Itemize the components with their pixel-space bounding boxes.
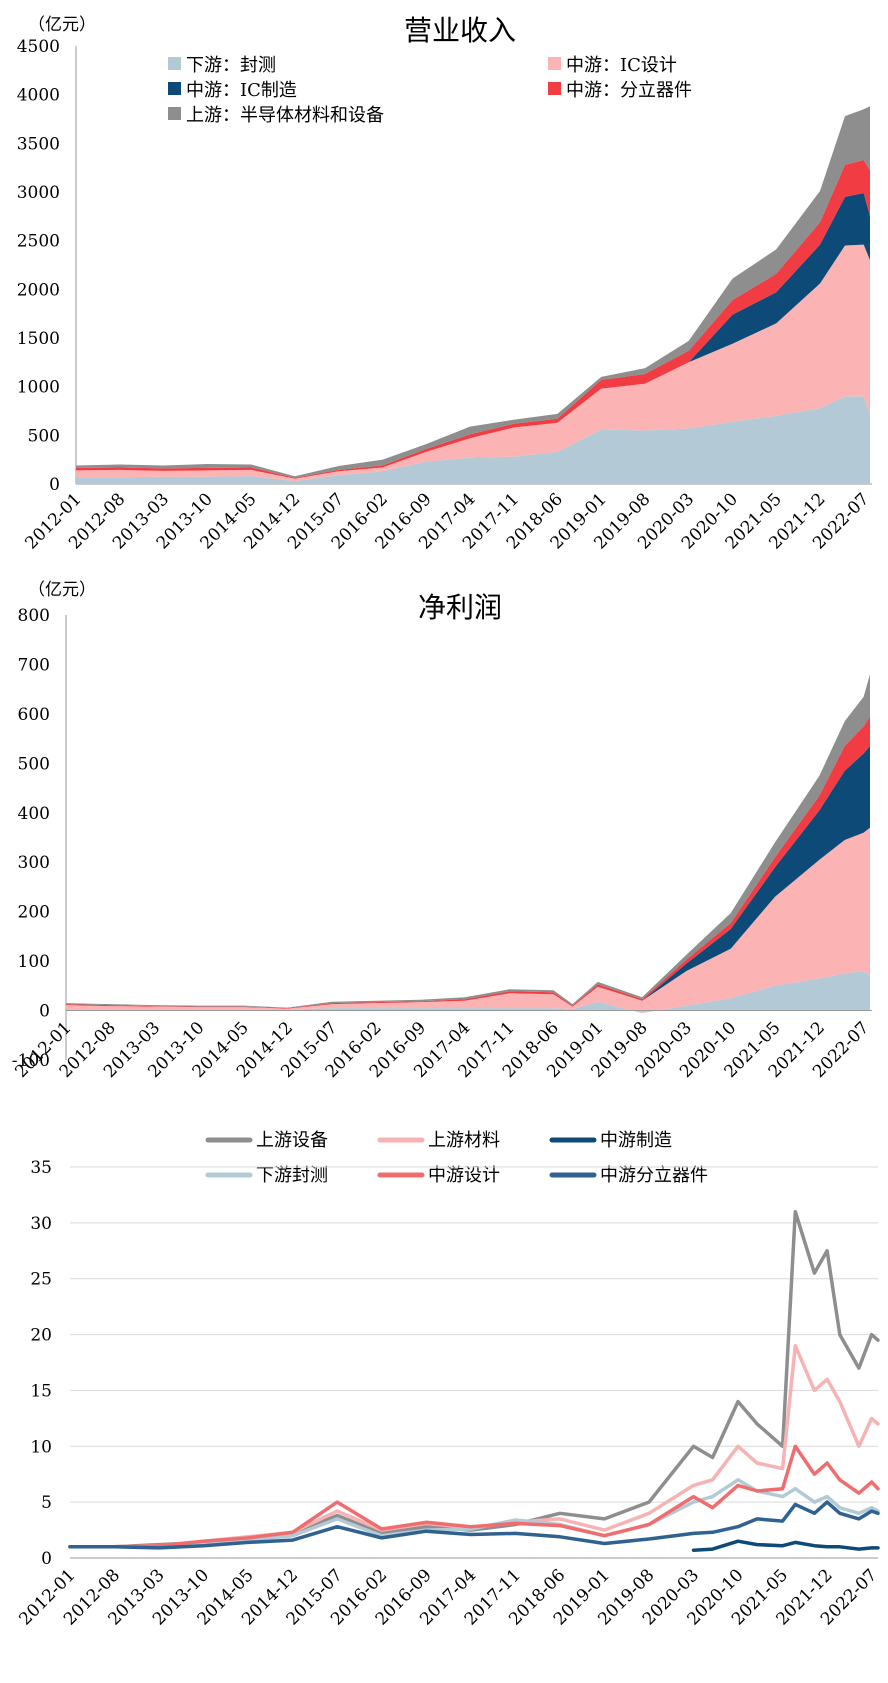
legend-label: 中游：IC制造 — [186, 80, 297, 101]
index-y-tick-label: 20 — [30, 1326, 52, 1346]
revenue-y-tick-label: 1000 — [17, 378, 60, 398]
legend-label: 上游设备 — [256, 1130, 328, 1151]
revenue-y-tick-label: 0 — [49, 475, 60, 495]
legend-item-midstream-design[interactable]: 中游设计 — [377, 1165, 500, 1186]
index-y-tick-label: 25 — [30, 1270, 52, 1290]
legend-label: 中游分立器件 — [600, 1165, 708, 1186]
legend-item-upstream-materials[interactable]: 上游材料 — [377, 1130, 500, 1151]
legend-label: 中游：分立器件 — [566, 80, 692, 101]
index-series-line-5 — [68, 1500, 880, 1550]
index-y-tick-label: 35 — [30, 1158, 52, 1178]
revenue-legend: 下游：封测 中游：IC设计 中游：IC制造 中游：分立器件 上游：半导体材料和设… — [168, 55, 692, 126]
profit-y-tick-label: 600 — [18, 705, 50, 725]
revenue-y-tick-label: 4500 — [17, 37, 60, 57]
legend-label: 上游：半导体材料和设备 — [186, 105, 384, 126]
legend-item-fengce[interactable]: 下游：封测 — [168, 55, 276, 76]
profit-y-tick-label: -100 — [12, 1051, 50, 1071]
legend-label: 中游设计 — [428, 1165, 500, 1186]
revenue-chart: （亿元） 营业收入 4500 4000 3500 3000 2500 2000 1500 10… — [17, 14, 874, 553]
index-y-tick-label: 10 — [30, 1437, 52, 1457]
index-y-tick-label: 30 — [30, 1214, 52, 1234]
revenue-y-tick-label: 3500 — [17, 134, 60, 154]
legend-item-downstream-packaging[interactable]: 下游封测 — [205, 1165, 328, 1186]
index-series-line-2 — [691, 1539, 880, 1552]
profit-chart-title: 净利润 — [418, 591, 502, 624]
profit-y-tick-label: 700 — [18, 655, 50, 675]
legend-item-materials-equipment[interactable]: 上游：半导体材料和设备 — [168, 105, 384, 126]
revenue-y-tick-label: 1500 — [17, 329, 60, 349]
revenue-y-tick-label: 500 — [28, 426, 60, 446]
revenue-y-tick-label: 2000 — [17, 280, 60, 300]
revenue-chart-panel: （亿元） 营业收入 4500 4000 3500 3000 2500 2000 1500 10… — [0, 0, 888, 560]
legend-item-ic-design[interactable]: 中游：IC设计 — [548, 55, 677, 76]
revenue-y-tick-label: 4000 — [17, 86, 60, 106]
index-series-line-4 — [68, 1444, 880, 1549]
legend-item-midstream-discrete[interactable]: 中游分立器件 — [549, 1165, 708, 1186]
profit-y-tick-label: 0 — [39, 1002, 50, 1022]
index-series-line-0 — [68, 1209, 880, 1549]
legend-item-ic-manufacturing[interactable]: 中游：IC制造 — [168, 80, 297, 101]
revenue-y-tick-label: 2500 — [17, 232, 60, 252]
index-y-tick-label: 15 — [30, 1381, 52, 1401]
legend-label: 中游：IC设计 — [566, 55, 677, 76]
profit-chart-panel: （亿元） 净利润 800 700 600 500 400 300 200 100 0 -100 2… — [0, 570, 888, 1110]
legend-label: 中游制造 — [600, 1130, 672, 1151]
revenue-unit-label: （亿元） — [28, 15, 96, 35]
revenue-y-tick-label: 3000 — [17, 183, 60, 203]
profit-y-tick-label: 200 — [18, 903, 50, 923]
legend-item-discrete-devices[interactable]: 中游：分立器件 — [548, 80, 692, 101]
revenue-area-0 — [76, 396, 870, 484]
profit-y-tick-label: 800 — [18, 606, 50, 626]
index-line-chart: 上游设备 上游材料 中游制造 下游封测 中游设计 中游分立器件 — [15, 1130, 881, 1629]
index-chart-panel: 上游设备 上游材料 中游制造 下游封测 中游设计 中游分立器件 — [0, 1110, 888, 1683]
profit-y-tick-label: 100 — [18, 952, 50, 972]
index-y-tick-label: 0 — [41, 1549, 52, 1569]
profit-area-0 — [66, 971, 870, 1013]
revenue-area-1 — [76, 244, 870, 482]
legend-item-upstream-equipment[interactable]: 上游设备 — [205, 1130, 328, 1151]
legend-label: 下游：封测 — [186, 55, 276, 76]
profit-y-tick-label: 300 — [18, 853, 50, 873]
legend-item-midstream-manufacturing[interactable]: 中游制造 — [549, 1130, 672, 1151]
profit-y-tick-label: 400 — [18, 804, 50, 824]
index-legend: 上游设备 上游材料 中游制造 下游封测 中游设计 中游分立器件 — [205, 1130, 708, 1186]
profit-y-tick-label: 500 — [18, 754, 50, 774]
legend-label: 上游材料 — [428, 1130, 500, 1151]
profit-unit-label: （亿元） — [28, 580, 96, 600]
revenue-chart-title: 营业收入 — [404, 14, 516, 47]
legend-label: 下游封测 — [256, 1165, 328, 1186]
index-y-tick-label: 5 — [41, 1493, 52, 1513]
